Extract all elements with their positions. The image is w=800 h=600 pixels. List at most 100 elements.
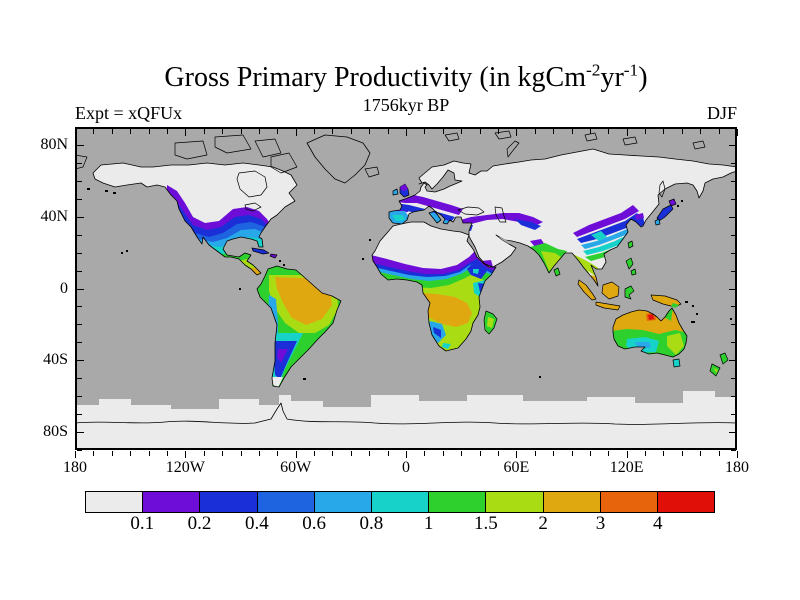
japan <box>654 198 677 226</box>
tick <box>626 129 628 136</box>
tick <box>77 198 82 200</box>
tick <box>75 451 76 458</box>
y-axis-labels: 80N 40N 0 40S 80S <box>28 127 68 450</box>
colorbar-cell-1 <box>142 492 200 512</box>
black-sea <box>457 206 485 216</box>
y-axis-label: 80N <box>40 135 68 153</box>
tick <box>461 451 463 456</box>
great-lakes <box>244 202 262 212</box>
tick <box>497 451 499 456</box>
tick <box>77 234 82 236</box>
tick <box>258 451 260 456</box>
tick <box>222 129 224 134</box>
tick <box>571 129 573 134</box>
colorbar-tick-label: 1.5 <box>474 513 498 534</box>
colorbar-cell-9 <box>599 492 657 512</box>
chukotka-tip <box>75 154 88 170</box>
tick <box>681 129 683 134</box>
tick <box>479 129 481 134</box>
tick <box>148 451 150 456</box>
tick <box>314 129 316 134</box>
tick <box>77 378 82 380</box>
tick <box>406 451 407 458</box>
tick <box>534 129 536 134</box>
ticks-top <box>75 129 738 138</box>
tick <box>608 451 610 456</box>
tick <box>77 288 84 290</box>
tick <box>731 198 736 200</box>
colorbar-cell-10 <box>656 492 715 512</box>
taiwan <box>627 240 634 249</box>
franz-josef-land <box>494 130 512 140</box>
tick <box>700 451 702 456</box>
tick <box>461 129 463 134</box>
tick <box>185 451 187 458</box>
tick <box>731 378 736 380</box>
tick <box>645 129 647 134</box>
ticks-left <box>77 127 86 451</box>
small-islands <box>87 188 732 380</box>
tick <box>77 162 82 164</box>
tick <box>626 451 628 458</box>
tick <box>553 451 555 456</box>
tick <box>479 451 481 456</box>
season-label: DJF <box>706 103 737 123</box>
tick <box>77 432 84 434</box>
page-title: Gross Primary Productivity (in kgCm-2yr-… <box>75 60 737 94</box>
novaya-zemlya <box>506 140 520 158</box>
tick <box>442 129 444 134</box>
tick <box>77 144 84 146</box>
tick <box>645 451 647 456</box>
x-axis-label: 60W <box>280 459 312 476</box>
philippines <box>625 257 634 270</box>
tick <box>77 270 82 272</box>
tick <box>277 129 279 134</box>
title-mid: yr <box>600 62 624 93</box>
tick <box>203 451 205 456</box>
title-main: Gross Primary Productivity (in kgCm <box>164 62 586 93</box>
y-axis-label: 0 <box>60 279 68 297</box>
colorbar-tick-label: 0.4 <box>244 513 269 534</box>
x-axis-label: 60E <box>503 459 530 476</box>
iceland <box>364 166 380 178</box>
colorbar-tick-label: 3 <box>595 513 606 534</box>
tick <box>497 129 499 134</box>
tick <box>729 432 736 434</box>
x-axis-labels: 180 120W 60W 0 60E 120E 180 <box>63 458 749 480</box>
tick <box>516 129 518 136</box>
tick <box>731 306 736 308</box>
title-superscript-2: -2 <box>585 60 601 80</box>
x-axis-label: 180 <box>725 459 749 476</box>
tick <box>608 129 610 134</box>
tick <box>277 451 279 456</box>
tick <box>731 396 736 398</box>
persian-gulf <box>498 236 512 244</box>
colorbar-tick-label: 0.8 <box>359 513 384 534</box>
tick <box>731 180 736 182</box>
tick <box>663 129 665 134</box>
sakhalin <box>658 180 666 198</box>
tick <box>571 451 573 456</box>
tick <box>295 129 297 136</box>
tick <box>111 451 113 456</box>
tick <box>731 162 736 164</box>
colorbar-cell-3 <box>256 492 314 512</box>
java <box>595 301 621 311</box>
colorbar-cell-4 <box>313 492 371 512</box>
severnaya-zemlya <box>584 132 598 142</box>
y-axis-label: 80S <box>43 423 68 441</box>
colorbar-cell-7 <box>485 492 543 512</box>
colorbar-tick-label: 0.6 <box>302 513 326 534</box>
cuba <box>251 247 270 255</box>
tick <box>240 451 242 456</box>
tick <box>737 451 738 458</box>
tick <box>681 451 683 456</box>
x-axis-label: 180 <box>63 459 87 476</box>
tick <box>718 451 720 456</box>
colorbar-tick-label: 0.2 <box>187 513 212 534</box>
tick <box>534 451 536 456</box>
colorbar-tick-label: 0.1 <box>130 513 155 534</box>
tick <box>77 216 84 218</box>
title-end: ) <box>638 62 648 93</box>
